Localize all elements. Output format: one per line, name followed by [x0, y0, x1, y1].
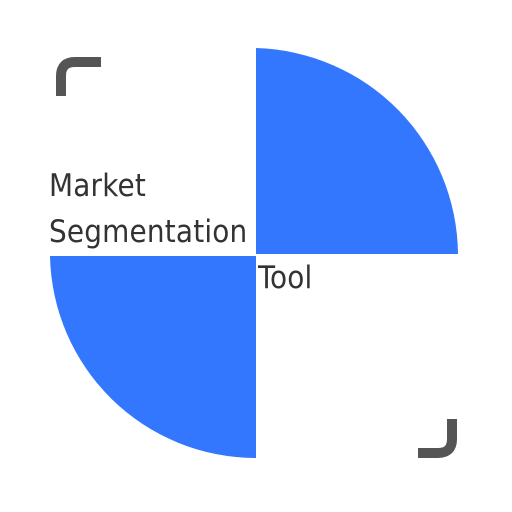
corner-bracket-top-left [56, 57, 101, 96]
logo-title-line-3: Tool [258, 260, 313, 296]
logo-title-line-2: Segmentation [49, 214, 248, 250]
segment-bottom-left [50, 256, 256, 459]
logo-title-line-1: Market [49, 168, 146, 204]
segment-top-right [256, 48, 458, 254]
corner-bracket-bottom-right [418, 419, 457, 458]
